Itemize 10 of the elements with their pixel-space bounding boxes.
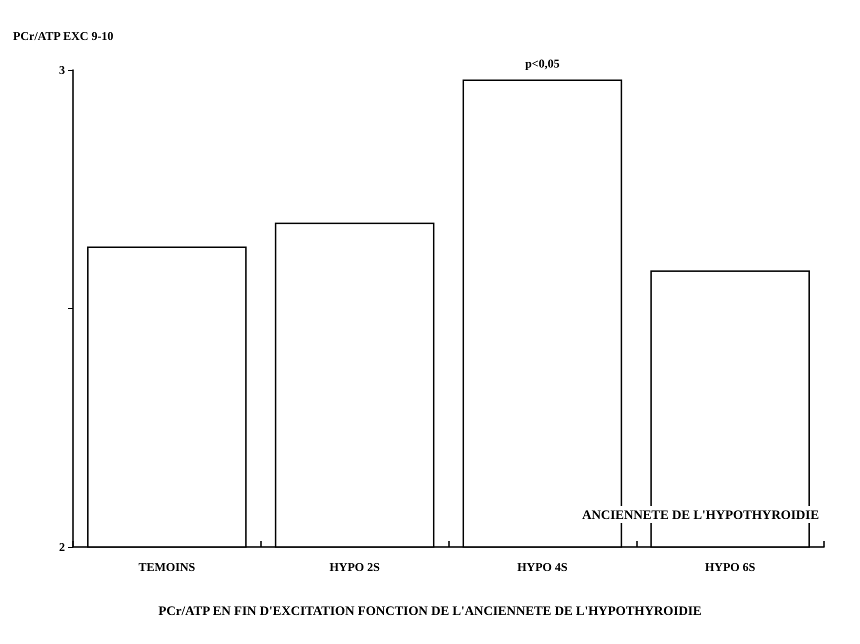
annotation: p<0,05 [525, 56, 560, 71]
x-tick-label: TEMOINS [138, 560, 196, 574]
x-axis-title: ANCIENNETE DE L'HYPOTHYROIDIE [582, 507, 820, 522]
y-tick-label: 3 [59, 63, 65, 77]
x-tick-label: HYPO 2S [329, 560, 380, 574]
x-tick-label: HYPO 4S [517, 560, 568, 574]
y-tick-label: 2 [59, 540, 65, 554]
y-axis-title: PCr/ATP EXC 9-10 [13, 29, 114, 43]
x-tick-label: HYPO 6S [704, 560, 756, 574]
text: PCr/ATP EN FIN D'EXCITATION FONCTION DE L'ANCIENNETE DE L'HYPOTHYROIDIE [158, 603, 702, 618]
